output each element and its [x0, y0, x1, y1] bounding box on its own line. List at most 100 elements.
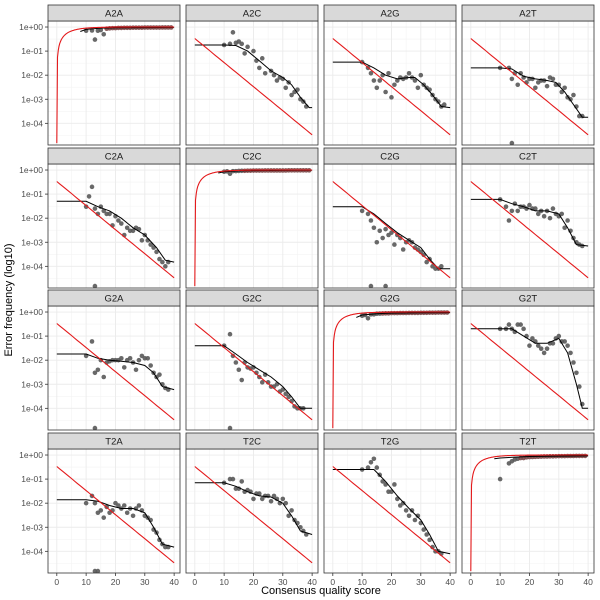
data-point	[121, 503, 127, 508]
data-point	[283, 85, 289, 91]
panel-grid	[186, 164, 318, 288]
x-tick-label: 30	[554, 577, 564, 587]
data-point	[92, 206, 98, 211]
panel-grid	[48, 306, 180, 430]
data-point	[107, 211, 112, 217]
facet-strip-label: G2T	[519, 294, 538, 305]
y-tick-label: 1e-04	[21, 546, 43, 556]
x-tick-label: 0	[468, 577, 473, 587]
data-point	[439, 264, 444, 269]
data-point	[403, 508, 409, 513]
data-point	[92, 370, 98, 376]
x-tick-label: 30	[140, 577, 150, 587]
panel-g2g: G2G	[323, 289, 457, 431]
data-point	[92, 425, 98, 430]
data-point	[412, 517, 418, 523]
data-point	[571, 360, 576, 365]
facet-strip-label: A2A	[105, 9, 124, 20]
panel-grid	[48, 21, 180, 145]
data-point	[83, 500, 89, 506]
y-tick-label: 1e-03	[21, 379, 43, 389]
data-point	[98, 508, 104, 513]
nominal-error-line	[194, 466, 313, 564]
data-point	[130, 513, 136, 519]
data-point	[380, 235, 385, 241]
facet-strip	[185, 432, 319, 450]
data-point	[95, 568, 101, 573]
data-point	[145, 355, 151, 361]
panel-grid	[186, 449, 318, 573]
data-point	[503, 204, 509, 209]
y-tick-label: 1e-01	[21, 189, 43, 199]
panel-t2a: T2A 1e+00 1e-01 1e-02 1e-03 1e-04 0 10 20 30 40	[19, 432, 181, 587]
data-point	[89, 339, 95, 344]
data-point	[406, 513, 412, 519]
facet-strip	[323, 432, 457, 450]
data-point	[154, 249, 159, 255]
data-point	[286, 513, 291, 519]
facet-strip	[185, 289, 319, 307]
data-point	[368, 218, 374, 223]
facet-strip-label: T2A	[105, 437, 123, 448]
panel-background	[324, 306, 456, 430]
fitted-error-line	[332, 469, 451, 555]
data-point	[124, 225, 130, 231]
x-tick-label: 10	[219, 577, 229, 587]
facet-strip	[185, 147, 319, 165]
x-tick-label: 30	[416, 577, 426, 587]
x-tick-label: 10	[495, 577, 505, 587]
data-point	[251, 496, 256, 502]
facet-strip-label: T2C	[243, 437, 261, 448]
panel-data	[470, 322, 589, 421]
y-tick-label: 1e+00	[19, 22, 43, 32]
data-point	[506, 218, 512, 223]
facet-strip-label: G2C	[242, 294, 262, 305]
panel-background	[462, 449, 594, 573]
panel-background	[48, 306, 180, 430]
data-point	[371, 78, 377, 83]
data-point	[389, 230, 394, 235]
panel-data	[332, 456, 451, 564]
data-point	[571, 92, 576, 98]
data-point	[377, 78, 383, 83]
x-tick-label: 40	[445, 577, 455, 587]
data-point	[386, 70, 391, 76]
panel-grid	[48, 164, 180, 288]
data-point	[533, 206, 538, 211]
data-point	[574, 370, 579, 376]
data-point	[130, 228, 136, 234]
data-point	[365, 315, 371, 321]
data-point	[427, 537, 432, 543]
facet-strip	[323, 4, 457, 22]
data-point	[577, 384, 582, 389]
x-tick-label: 0	[192, 577, 197, 587]
data-point	[371, 225, 377, 231]
data-point	[116, 218, 121, 223]
fitted-error-line	[194, 345, 313, 409]
data-point	[119, 355, 124, 361]
panel-data	[194, 30, 313, 136]
panel-grid	[462, 21, 594, 145]
data-point	[268, 498, 274, 504]
data-point	[280, 76, 286, 82]
panel-a2t: A2T	[461, 4, 595, 146]
data-point	[383, 283, 388, 288]
data-point	[92, 283, 98, 288]
y-tick-label: 1e-03	[21, 522, 43, 532]
data-point	[95, 211, 101, 217]
panel-background	[324, 21, 456, 145]
panel-grid	[462, 164, 594, 288]
data-point	[424, 259, 429, 265]
x-tick-label: 20	[111, 577, 121, 587]
data-point	[230, 353, 236, 359]
data-point	[383, 226, 388, 232]
y-tick-label: 1e-04	[21, 261, 43, 271]
panel-data	[470, 38, 589, 145]
data-point	[259, 56, 265, 61]
panel-c2t: C2T	[461, 147, 595, 289]
data-point	[550, 341, 556, 346]
nominal-error-line	[470, 454, 589, 572]
data-point	[86, 194, 92, 199]
data-point	[559, 211, 565, 217]
nominal-error-line	[470, 38, 589, 136]
